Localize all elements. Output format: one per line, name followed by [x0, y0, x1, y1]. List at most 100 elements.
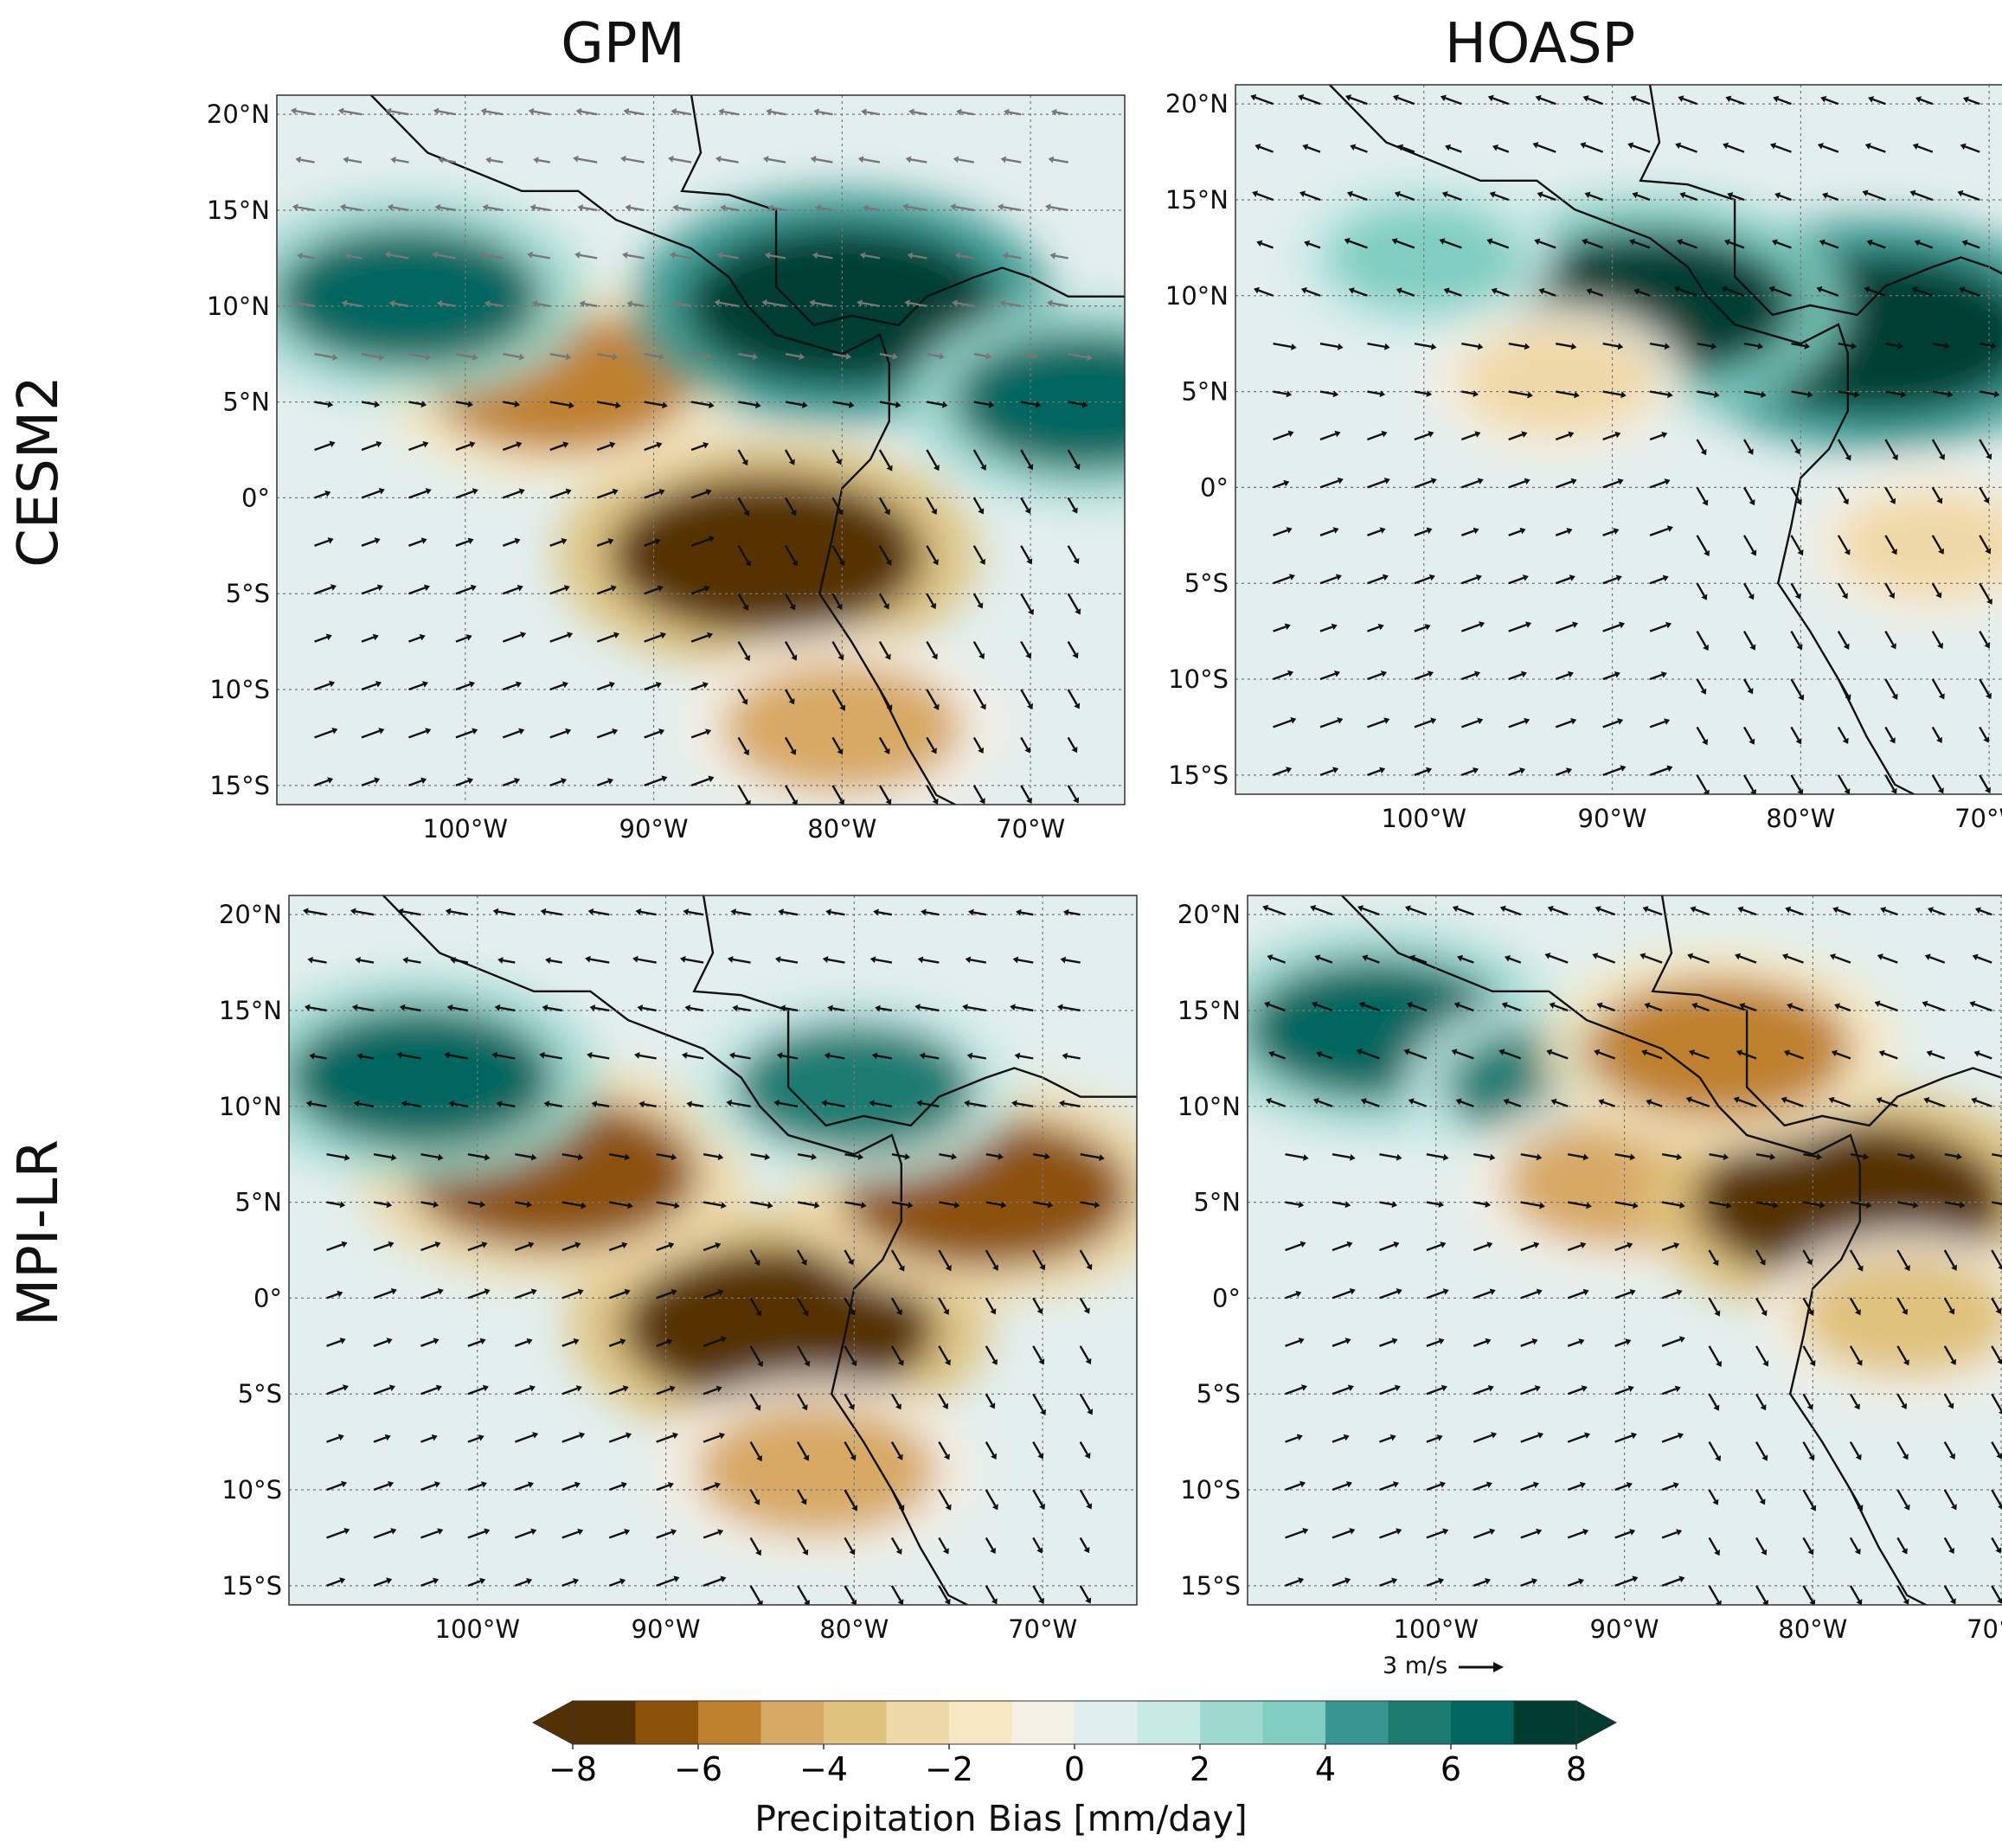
wind-arrow-head: [574, 1481, 581, 1489]
wind-arrow-head: [850, 1599, 857, 1605]
wind-arrow: [356, 1006, 375, 1012]
wind-arrow-head: [1845, 454, 1851, 461]
wind-arrow-head: [1426, 527, 1433, 535]
map-frame: [1235, 84, 2002, 795]
wind-arrow: [1980, 909, 1992, 916]
wind-arrow-head: [579, 300, 586, 308]
wind-arrow-head: [496, 1100, 503, 1107]
wind-arrow-head: [467, 777, 474, 785]
row-title-mpi-lr: MPI-LR: [7, 1139, 71, 1326]
wind-arrow-head: [1809, 1359, 1816, 1367]
wind-arrow: [1080, 1201, 1095, 1206]
wind-arrow-head: [945, 1504, 952, 1511]
wind-arrow: [1932, 390, 1948, 395]
wind-arrow: [632, 303, 645, 307]
wind-arrow-head: [1911, 286, 1918, 293]
wind-arrow: [1020, 689, 1031, 706]
wind-arrow: [831, 1007, 845, 1012]
wind-arrow: [1601, 1004, 1616, 1012]
wind-arrow: [638, 1054, 657, 1060]
wind-arrow: [1602, 767, 1622, 776]
wind-arrow: [1931, 486, 1941, 500]
wind-arrow: [703, 1153, 719, 1158]
wind-arrow: [921, 1102, 940, 1107]
wind-arrow: [420, 1201, 434, 1206]
wind-arrow: [644, 444, 658, 452]
wind-arrow-head: [991, 1453, 997, 1460]
wind-arrow: [1632, 144, 1651, 153]
wind-arrow: [1460, 623, 1480, 632]
wind-arrow: [1964, 145, 1980, 153]
wind-arrow-head: [998, 1152, 1004, 1160]
wind-arrow-head: [789, 604, 796, 611]
wind-arrow-head: [1857, 1265, 1864, 1272]
wind-arrow-head: [528, 1242, 535, 1248]
wind-arrow-head: [1087, 354, 1093, 362]
wind-arrow: [1708, 1393, 1717, 1408]
wind-arrow: [1837, 486, 1847, 501]
lat-tick-label: 15°N: [1165, 185, 1229, 215]
wind-arrow-head: [744, 654, 751, 662]
lat-tick-label: 10°S: [1180, 1475, 1241, 1505]
wind-arrow: [1320, 1053, 1333, 1060]
wind-arrow-head: [895, 1309, 902, 1316]
wind-arrow: [1402, 146, 1415, 153]
wind-arrow-head: [944, 1598, 951, 1605]
wind-arrow-head: [520, 632, 527, 638]
wind-arrow: [784, 449, 793, 462]
wind-arrow: [1367, 529, 1382, 536]
wind-arrow-head: [1050, 108, 1057, 116]
wind-arrow-head: [1357, 905, 1364, 912]
lon-tick-label: 100°W: [423, 814, 509, 844]
wind-arrow: [1931, 582, 1940, 594]
wind-arrow: [1503, 1051, 1522, 1060]
lat-tick-label: 5°S: [238, 1379, 282, 1408]
wind-arrow-head: [484, 1528, 491, 1536]
wind-arrow-head: [1586, 288, 1593, 295]
wind-arrow: [1331, 1290, 1351, 1299]
wind-arrow-head: [755, 1550, 762, 1556]
wind-arrow: [514, 1291, 533, 1299]
wind-arrow: [1802, 1489, 1814, 1508]
wind-arrow-head: [850, 1359, 857, 1367]
wind-arrow: [311, 1102, 327, 1107]
wind-arrow: [644, 634, 662, 643]
wind-arrow-head: [624, 1529, 631, 1536]
wind-arrow-head: [1664, 343, 1671, 350]
wind-arrow-head: [857, 299, 863, 307]
wind-arrow-head: [1676, 1153, 1683, 1161]
wind-arrow: [499, 1006, 516, 1012]
wind-arrow-head: [434, 1241, 441, 1248]
wind-arrow: [985, 1585, 996, 1601]
wind-arrow-head: [1424, 624, 1431, 631]
wind-arrow-head: [577, 1528, 584, 1536]
wind-arrow-head: [431, 1434, 438, 1441]
wind-arrow: [489, 302, 504, 307]
wind-arrow: [561, 1291, 580, 1299]
wind-arrow-head: [1748, 594, 1755, 600]
wind-arrow: [1520, 1153, 1537, 1158]
wind-arrow: [1367, 576, 1384, 585]
wind-arrow: [1755, 1393, 1765, 1407]
wind-arrow-head: [1844, 788, 1851, 794]
wind-arrow: [361, 636, 375, 643]
wind-arrow: [676, 110, 692, 116]
wind-arrow-head: [1254, 286, 1261, 294]
wind-arrow-head: [341, 1480, 348, 1488]
wind-arrow-head: [304, 1004, 311, 1011]
wind-arrow-head: [484, 1288, 491, 1295]
wind-arrow-head: [1750, 789, 1756, 794]
wind-arrow-head: [545, 957, 551, 965]
wind-arrow: [1727, 144, 1745, 153]
wind-arrow-head: [1704, 549, 1710, 557]
wind-arrow-head: [714, 1482, 721, 1489]
colorbar-segment: [1262, 1701, 1326, 1744]
wind-arrow-head: [1937, 787, 1944, 794]
wind-arrow-head: [1284, 623, 1291, 631]
wind-arrow: [819, 207, 833, 212]
wind-arrow-head: [1451, 1049, 1458, 1056]
wind-arrow: [1258, 289, 1274, 297]
wind-arrow: [1930, 1052, 1946, 1060]
wind-arrow-head: [302, 908, 309, 915]
wind-arrow-head: [1702, 739, 1709, 746]
